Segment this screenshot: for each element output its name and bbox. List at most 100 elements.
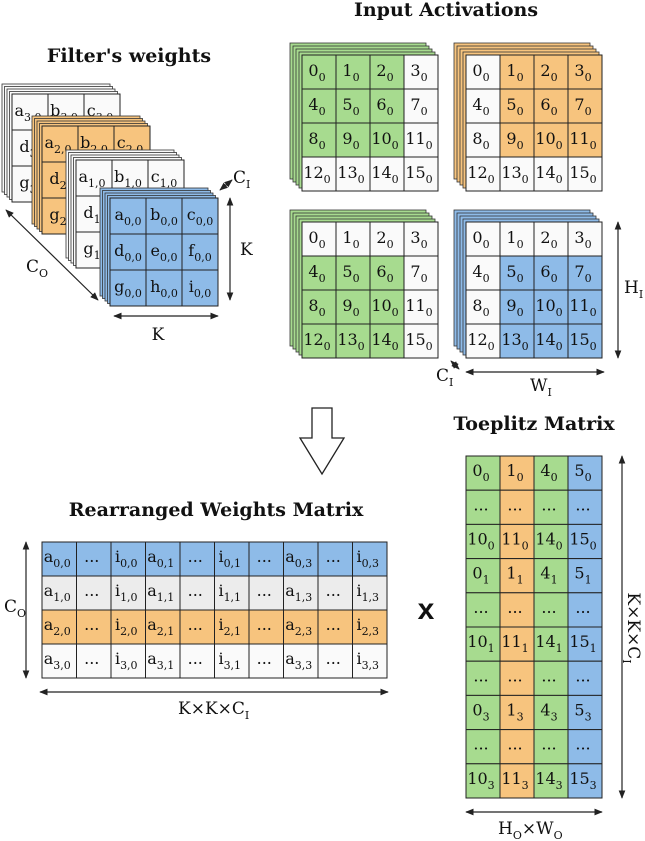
toeplitz-cell-label: ...: [575, 735, 590, 754]
input-cell-label: 60: [540, 262, 557, 285]
rearranged-cell-label: ...: [84, 615, 99, 634]
filter-cell-label: f0,0: [188, 241, 211, 264]
toeplitz-cell-label: 111: [501, 632, 528, 655]
transform-arrow-icon: [298, 407, 346, 476]
toeplitz-kkci-label: K×K×CI: [620, 592, 643, 663]
rearranged-cell: [214, 609, 250, 645]
input-cell: [301, 221, 337, 257]
rearranged-title: Rearranged Weights Matrix: [69, 499, 364, 521]
rearranged-cell-label: ...: [257, 547, 272, 566]
input-cell: [369, 122, 405, 158]
input-cell-label: 70: [410, 262, 427, 285]
toeplitz-cell: [567, 763, 603, 799]
input-cell: [567, 122, 603, 158]
rearranged-cell-label: ...: [188, 615, 203, 634]
toeplitz-cell-label: ...: [575, 495, 590, 514]
rearranged-cell-label: a0,1: [147, 547, 174, 570]
toeplitz-cell-label: ...: [507, 666, 522, 685]
toeplitz-cell-label: 10: [506, 461, 523, 484]
rearranged-cell: [214, 643, 250, 679]
toeplitz-cell: [499, 763, 535, 799]
input-cell: [567, 221, 603, 257]
toeplitz-cell: [465, 455, 501, 491]
rearranged-cell-label: ...: [84, 581, 99, 600]
rearranged-cell: [317, 643, 353, 679]
filter-co-label: CO: [26, 257, 48, 280]
input-cell-label: 140: [371, 163, 398, 186]
input-cell: [301, 156, 337, 192]
input-cell-label: 140: [371, 330, 398, 353]
input-cell: [499, 289, 535, 325]
input-cell: [301, 255, 337, 291]
input-cell-label: 70: [410, 95, 427, 118]
rearranged-cell-label: a2,0: [44, 615, 71, 638]
rearranged-cell: [41, 643, 77, 679]
toeplitz-cell-label: 113: [501, 769, 528, 792]
filter-co-arrow: [5, 209, 99, 301]
toeplitz-cell-label: ...: [575, 598, 590, 617]
rearranged-cell-label: a0,0: [44, 547, 71, 570]
toeplitz-cell-label: 41: [540, 564, 557, 587]
input-cell-label: 120: [467, 330, 494, 353]
rearranged-cell-label: a3,1: [147, 649, 174, 672]
toeplitz-cell: [567, 626, 603, 662]
input-cell-label: 130: [501, 163, 528, 186]
input-cell-label: 110: [569, 296, 596, 319]
toeplitz-cell-label: ...: [541, 666, 556, 685]
rearranged-cell: [41, 575, 77, 611]
toeplitz-cell-label: 151: [569, 632, 596, 655]
input-cell: [335, 323, 371, 359]
input-cell: [533, 122, 569, 158]
input-cell-label: 50: [342, 262, 359, 285]
rearranged-cell-label: i3,3: [356, 649, 379, 672]
filter-k-vertical-label: K: [240, 240, 253, 260]
rearranged-cell: [214, 575, 250, 611]
rearranged-cell-label: i3,0: [115, 649, 138, 672]
rearranged-cell-label: i0,1: [218, 547, 241, 570]
input-cell-label: 40: [308, 95, 325, 118]
dimension-annotations: CI K K CO HI WI CI CO K×K×CI K×K×CI HO×WO: [4, 168, 643, 841]
rearranged-cell-label: a2,3: [285, 615, 312, 638]
input-cell-label: 60: [376, 262, 393, 285]
input-cell-label: 70: [574, 95, 591, 118]
rearranged-cell-label: i2,3: [356, 615, 379, 638]
toeplitz-cell-label: 00: [472, 461, 489, 484]
filter-cell-label: a0,0: [114, 205, 141, 228]
input-cell-label: 150: [405, 330, 432, 353]
input-cell-label: 00: [472, 228, 489, 251]
input-cell: [465, 54, 501, 90]
toeplitz-cell-label: ...: [473, 598, 488, 617]
toeplitz-howo-label: HO×WO: [498, 819, 563, 841]
rearranged-cell: [283, 575, 319, 611]
toeplitz-title: Toeplitz Matrix: [453, 413, 615, 435]
input-cell: [335, 54, 371, 90]
filter-ci-label: CI: [233, 168, 250, 191]
input-cell-label: 120: [303, 163, 330, 186]
toeplitz-cell: [465, 626, 501, 662]
input-cell-label: 10: [506, 228, 523, 251]
filter-cell-label: i0,0: [189, 277, 212, 300]
rearranged-cell: [352, 541, 388, 577]
toeplitz-cell: [567, 489, 603, 525]
toeplitz-cell-label: ...: [541, 495, 556, 514]
rearranged-cell-label: i0,0: [115, 547, 138, 570]
input-cell-label: 10: [342, 61, 359, 84]
toeplitz-cell: [465, 558, 501, 594]
input-cell-label: 100: [371, 296, 398, 319]
rearranged-cell: [179, 575, 215, 611]
input-cell-label: 20: [540, 228, 557, 251]
rearranged-cell-label: a3,3: [285, 649, 312, 672]
input-cell: [403, 255, 439, 291]
rearranged-cell: [248, 643, 284, 679]
toeplitz-cell: [533, 489, 569, 525]
filter-cell-label: d2: [49, 169, 66, 192]
rearranged-co-label: CO: [4, 597, 26, 620]
input-cell: [301, 122, 337, 158]
rearranged-cell-label: i3,1: [218, 649, 241, 672]
rearranged-cell: [41, 541, 77, 577]
filter-cell: [109, 233, 147, 271]
input-cell-label: 30: [410, 228, 427, 251]
toeplitz-cell-label: 101: [467, 632, 494, 655]
input-cell-label: 80: [308, 129, 325, 152]
